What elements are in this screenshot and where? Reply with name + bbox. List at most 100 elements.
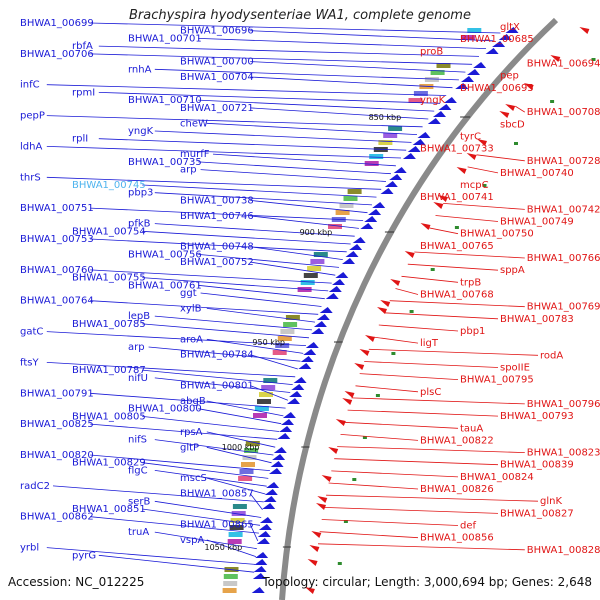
gene-label-right[interactable]: BHWA1_00783 [500,314,574,325]
gene-label-left[interactable]: BHWA1_00735 [128,157,202,168]
gene-label-left[interactable]: BHWA1_00787 [72,365,146,376]
gene-label-right[interactable]: BHWA1_00750 [460,229,534,240]
gene-label-right[interactable]: BHWA1_00742 [527,204,600,215]
gene-label-right[interactable]: BHWA1_00741 [420,192,494,203]
gene-label-right[interactable]: spoIIE [500,363,530,374]
gene-label-right[interactable]: BHWA1_00796 [527,399,600,410]
gene-label-right[interactable]: sppA [500,265,525,276]
gene-label-left[interactable]: abgB [180,396,206,407]
gene-label-left[interactable]: BHWA1_00862 [20,512,94,523]
gene-label-left[interactable]: ftsY [20,357,39,368]
gene-label-left[interactable]: truA [128,527,149,538]
gene-label-left[interactable]: BHWA1_00706 [20,49,94,60]
gene-label-left[interactable]: lepB [128,311,150,322]
gene-label-left[interactable]: ldhA [20,141,42,152]
gene-label-left[interactable]: BHWA1_00784 [180,350,254,361]
gene-label-left[interactable]: BHWA1_00851 [72,504,146,515]
gene-label-left[interactable]: BHWA1_00785 [72,319,146,330]
gene-label-left[interactable]: BHWA1_00829 [72,458,146,469]
gene-label-left[interactable]: rpmI [72,87,95,98]
gene-label-left[interactable]: nifU [128,373,148,384]
gene-label-left[interactable]: BHWA1_00704 [180,72,254,83]
gene-label-left[interactable]: BHWA1_00760 [20,265,94,276]
gene-label-right[interactable]: BHWA1_00768 [420,290,494,301]
gene-label-left[interactable]: nifS [128,435,147,446]
gene-label-left[interactable]: BHWA1_00751 [20,203,94,214]
gene-label-left[interactable]: BHWA1_00738 [180,195,254,206]
gene-label-left[interactable]: BHWA1_00825 [20,419,94,430]
gene-label-left[interactable]: BHWA1_00865 [180,519,254,530]
gene-label-right[interactable]: BHWA1_00856 [420,533,494,544]
gene-label-left[interactable]: BHWA1_00801 [180,381,254,392]
gene-label-right[interactable]: yngK [420,95,446,106]
gene-label-left[interactable]: pepP [20,111,45,122]
gene-label-right[interactable]: BHWA1_00793 [500,411,574,422]
gene-label-left[interactable]: pfkB [128,219,151,230]
gene-label-right[interactable]: BHWA1_00766 [527,253,600,264]
gene-label-left[interactable]: gatC [20,327,43,338]
gene-label-left[interactable]: BHWA1_00748 [180,242,254,253]
gene-label-right[interactable]: BHWA1_00694 [527,59,600,70]
gene-label-left[interactable]: rnhA [128,64,152,75]
gene-label-right[interactable]: BHWA1_00823 [527,448,600,459]
gene-label-right[interactable]: BHWA1_00749 [500,217,574,228]
gene-label-left[interactable]: BHWA1_00696 [180,26,254,37]
gene-label-left[interactable]: BHWA1_00791 [20,388,94,399]
gene-label-left[interactable]: BHWA1_00764 [20,296,94,307]
gene-label-left[interactable]: BHWA1_00753 [20,234,94,245]
gene-label-left[interactable]: BHWA1_00756 [128,249,202,260]
gene-label-left[interactable]: BHWA1_00800 [128,404,202,415]
gene-label-left[interactable]: BHWA1_00805 [72,411,146,422]
gene-label-left[interactable]: rpsA [180,427,203,438]
gene-label-right[interactable]: proB [420,46,443,57]
gene-label-right[interactable]: trpB [460,277,481,288]
gene-label-left[interactable]: rplI [72,134,88,145]
gene-label-right[interactable]: BHWA1_00685 [460,34,534,45]
gene-label-right[interactable]: glnK [540,496,562,507]
gene-label-left[interactable]: yrbl [20,543,39,554]
gene-label-right[interactable]: BHWA1_00828 [527,545,600,556]
gene-label-right[interactable]: mcpC [460,180,489,191]
gene-label-right[interactable]: rodA [540,350,563,361]
gene-label-left[interactable]: aroA [180,334,203,345]
gene-label-left[interactable]: xylB [180,303,202,314]
gene-label-left[interactable]: BHWA1_00857 [180,489,254,500]
gene-label-right[interactable]: BHWA1_00827 [500,508,574,519]
gene-label-left[interactable]: BHWA1_00721 [180,103,254,114]
gene-label-right[interactable]: BHWA1_00728 [527,156,600,167]
gene-label-right[interactable]: BHWA1_00824 [460,472,534,483]
gene-label-left[interactable]: ggt [180,288,197,299]
gene-label-right[interactable]: def [460,521,477,532]
gene-label-left[interactable]: gltP [180,442,199,453]
gene-label-right[interactable]: pbp1 [460,326,485,337]
gene-label-left[interactable]: infC [20,80,40,91]
gene-label-left[interactable]: pbp3 [128,188,153,199]
gene-label-left[interactable]: flgC [128,465,148,476]
gene-label-right[interactable]: BHWA1_00708 [527,107,600,118]
gene-label-right[interactable]: ligT [420,338,439,349]
gene-label-left[interactable]: BHWA1_00745 [72,180,146,191]
gene-label-right[interactable]: tauA [460,423,483,434]
gene-label-right[interactable]: BHWA1_00795 [460,375,534,386]
gene-label-right[interactable]: gltX [500,22,520,33]
gene-label-left[interactable]: mscS [180,473,207,484]
gene-label-right[interactable]: BHWA1_00695 [460,83,534,94]
gene-label-right[interactable]: sbcD [500,119,525,130]
gene-label-left[interactable]: rbfA [72,41,93,52]
gene-label-left[interactable]: murfF [180,149,210,160]
gene-label-left[interactable]: pyrG [72,550,96,561]
gene-label-left[interactable]: BHWA1_00746 [180,211,254,222]
gene-label-right[interactable]: plsC [420,387,441,398]
gene-label-right[interactable]: BHWA1_00733 [420,144,494,155]
gene-label-left[interactable]: BHWA1_00820 [20,450,94,461]
gene-label-left[interactable]: BHWA1_00754 [72,226,146,237]
gene-label-left[interactable]: yngK [128,126,154,137]
gene-label-right[interactable]: BHWA1_00769 [527,302,600,313]
gene-label-right[interactable]: BHWA1_00740 [500,168,574,179]
gene-label-right[interactable]: tyrC [460,131,481,142]
gene-label-right[interactable]: BHWA1_00826 [420,484,494,495]
gene-label-left[interactable]: serB [128,496,150,507]
gene-label-right[interactable]: pep [500,71,519,82]
gene-label-left[interactable]: radC2 [20,481,50,492]
gene-label-left[interactable]: vspA [180,535,204,546]
